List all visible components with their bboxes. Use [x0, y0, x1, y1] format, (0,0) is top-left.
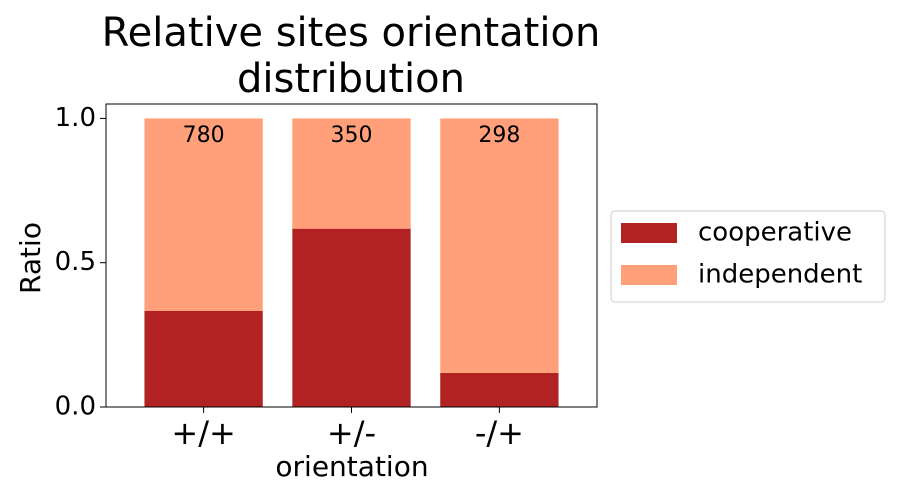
legend-swatch — [621, 265, 677, 285]
y-tick-label: 0.5 — [55, 247, 96, 277]
y-axis-label: Ratio — [14, 222, 47, 294]
x-tick-label: +/+ — [171, 414, 235, 452]
bar-segment — [144, 310, 263, 407]
x-axis-label: orientation — [275, 450, 428, 483]
legend-swatch — [621, 223, 677, 243]
bar-segment — [440, 372, 559, 407]
x-tick-label: -/+ — [475, 414, 524, 452]
legend-label: cooperative — [698, 218, 852, 248]
bar-annotation: 780 — [183, 123, 225, 148]
legend-label: independent — [698, 260, 862, 290]
bar-annotation: 298 — [478, 123, 520, 148]
y-tick-label: 1.0 — [55, 103, 96, 133]
bar-segment — [292, 118, 411, 229]
bar-segment — [440, 118, 559, 373]
x-tick-label: +/- — [327, 414, 376, 452]
y-tick-label: 0.0 — [55, 392, 96, 422]
bar-segment — [144, 118, 263, 311]
legend-box — [610, 210, 886, 303]
chart-title: Relative sites orientation distribution — [101, 10, 601, 102]
bar-segment — [292, 228, 411, 407]
plot-frame — [105, 103, 598, 408]
bar-annotation: 350 — [331, 123, 373, 148]
